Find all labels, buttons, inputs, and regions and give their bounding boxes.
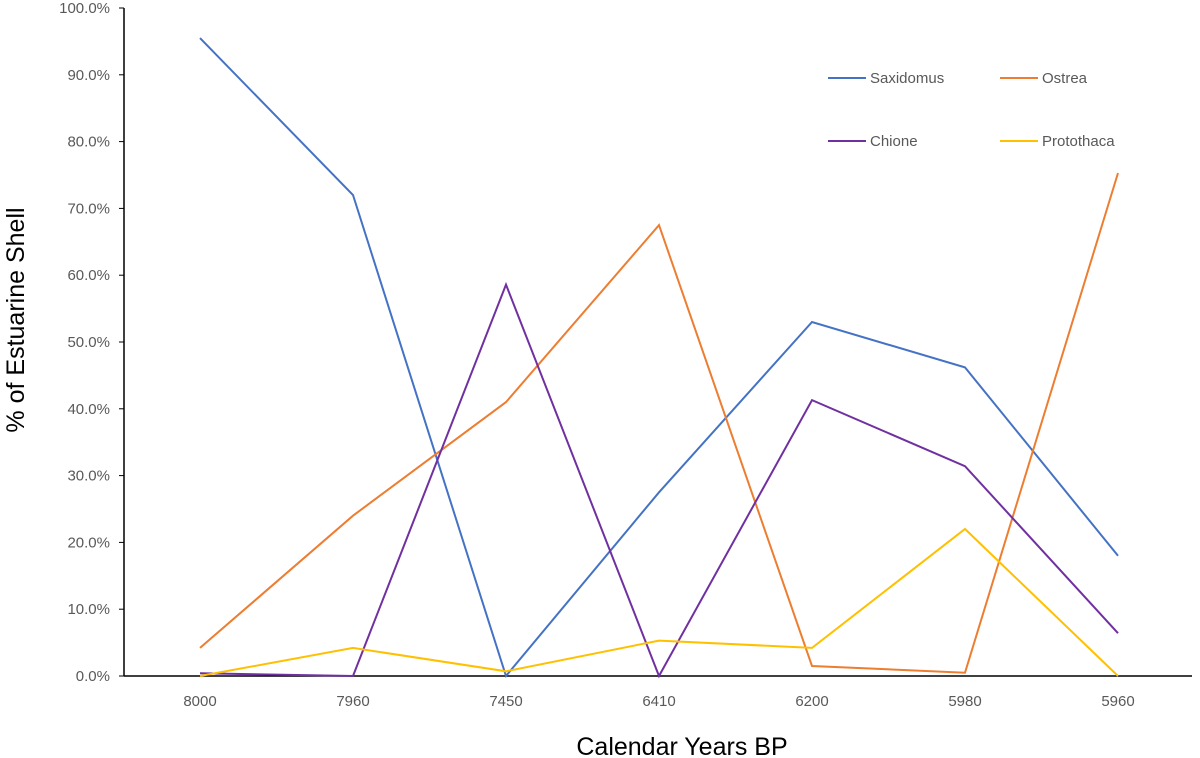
series-line-chione: [199, 281, 1119, 679]
x-tick-label: 7960: [336, 693, 369, 710]
y-tick-label: 40.0%: [67, 401, 110, 418]
legend-label-chione: Chione: [870, 133, 918, 150]
y-tick-label: 50.0%: [67, 334, 110, 351]
y-tick-label: 70.0%: [67, 200, 110, 217]
axes: 0.0% 10.0% 20.0% 30.0% 40.0% 50.0% 60.0% 70.0% 8…: [59, 0, 1192, 710]
legend-label-saxidomus: Saxidomus: [870, 70, 944, 87]
series-lines: [199, 37, 1119, 679]
y-tick-label: 30.0%: [67, 468, 110, 485]
legend: Saxidomus Ostrea Chione Protothaca: [828, 70, 1115, 150]
legend-label-ostrea: Ostrea: [1042, 70, 1088, 87]
series-line-saxidomus: [199, 37, 1119, 679]
y-tick-label: 100.0%: [59, 0, 110, 17]
x-tick-label: 7450: [489, 693, 522, 710]
x-tick-label: 6410: [642, 693, 675, 710]
y-tick-label: 80.0%: [67, 134, 110, 151]
series-line-ostrea: [199, 172, 1119, 674]
y-tick-label: 90.0%: [67, 67, 110, 84]
x-tick-label: 8000: [183, 693, 216, 710]
y-tick-label: 0.0%: [76, 668, 110, 685]
x-axis-title: Calendar Years BP: [576, 733, 787, 758]
y-tick-label: 20.0%: [67, 534, 110, 551]
series-line-protothaca: [199, 527, 1119, 677]
legend-label-protothaca: Protothaca: [1042, 133, 1115, 150]
y-axis-title: % of Estuarine Shell: [2, 207, 30, 432]
y-tick-label: 10.0%: [67, 601, 110, 618]
x-tick-label: 5980: [948, 693, 981, 710]
y-tick-label: 60.0%: [67, 267, 110, 284]
x-tick-label: 6200: [795, 693, 828, 710]
x-tick-label: 5960: [1101, 693, 1134, 710]
